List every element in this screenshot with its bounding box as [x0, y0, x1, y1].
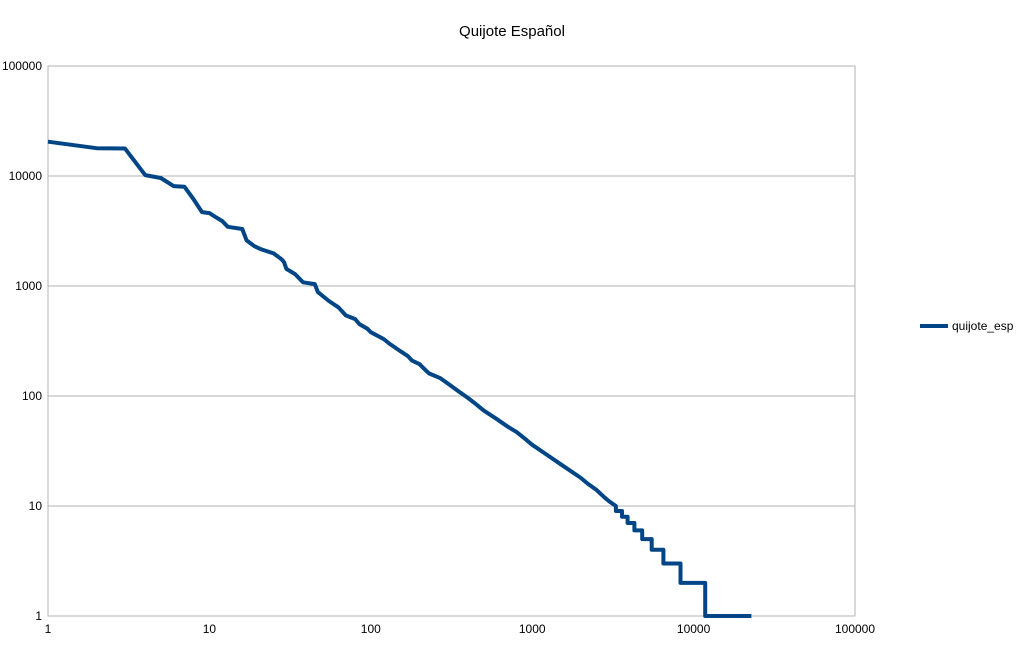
x-axis-ticks: 1 10 100 1000 10000 100000	[45, 622, 876, 636]
x-tick-label: 100000	[835, 622, 875, 636]
y-tick-label: 10	[29, 499, 43, 513]
x-tick-label: 1	[45, 622, 52, 636]
y-axis-ticks: 1 10 100 1000 10000 100000	[2, 59, 42, 623]
chart-title: Quijote Español	[459, 23, 565, 40]
y-tick-label: 100	[22, 389, 42, 403]
x-tick-label: 100	[361, 622, 381, 636]
y-tick-label: 10000	[9, 169, 43, 183]
plot-frame	[47, 65, 856, 617]
y-tick-label: 1	[35, 609, 42, 623]
legend: quijote_esp	[920, 319, 1014, 333]
y-tick-label: 1000	[15, 279, 42, 293]
series-line	[47, 139, 752, 618]
series-group	[47, 139, 752, 618]
x-tick-label: 1000	[519, 622, 546, 636]
legend-label: quijote_esp	[952, 319, 1014, 333]
grid-lines	[48, 65, 855, 617]
y-tick-label: 100000	[2, 59, 42, 73]
x-tick-label: 10000	[677, 622, 711, 636]
x-tick-label: 10	[203, 622, 217, 636]
